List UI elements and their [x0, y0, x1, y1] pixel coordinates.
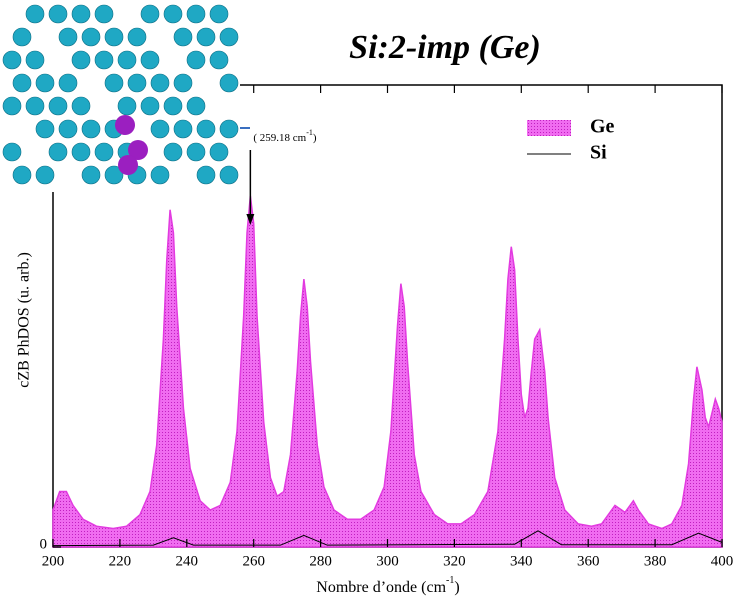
- atom: [94, 50, 114, 70]
- chart-title: Si:2-imp (Ge): [349, 29, 541, 66]
- atom: [12, 73, 32, 93]
- atom: [48, 142, 68, 162]
- atom: [196, 119, 216, 139]
- atom: [12, 27, 32, 47]
- atom: [140, 96, 160, 116]
- legend-label: Ge: [590, 116, 615, 138]
- atom: [104, 27, 124, 47]
- y-axis-label: cZB PhDOS (u. arb.): [16, 252, 33, 388]
- atom: [48, 4, 68, 24]
- atom: [2, 50, 22, 70]
- annotation-part: ( 259.18 cm: [253, 132, 306, 144]
- atom: [48, 96, 68, 116]
- atom: [35, 165, 55, 185]
- atom: [173, 27, 193, 47]
- atom: [173, 119, 193, 139]
- x-tick-label: 220: [109, 553, 132, 569]
- atom: [127, 73, 147, 93]
- x-tick-label: 360: [577, 553, 600, 569]
- x-tick-label: 320: [443, 553, 466, 569]
- impurity-atom: [115, 115, 135, 135]
- x-tick-label: 340: [510, 553, 533, 569]
- x-axis-label: Nombre d’onde (cm-1): [316, 575, 459, 595]
- atom: [94, 4, 114, 24]
- x-tick-label: 300: [376, 553, 399, 569]
- atom: [58, 119, 78, 139]
- atom: [163, 96, 183, 116]
- atom: [117, 96, 137, 116]
- atom: [58, 27, 78, 47]
- atom: [150, 119, 170, 139]
- atom: [173, 73, 193, 93]
- atom: [163, 4, 183, 24]
- atom: [127, 27, 147, 47]
- atom: [12, 165, 32, 185]
- atom: [219, 119, 239, 139]
- atom: [71, 50, 91, 70]
- atom: [117, 50, 137, 70]
- area: [52, 195, 723, 548]
- annotation-label: ( 259.18 cm-1): [253, 128, 317, 144]
- atom: [2, 142, 22, 162]
- atom: [25, 4, 45, 24]
- atom: [81, 119, 101, 139]
- atom: [2, 96, 22, 116]
- atom: [140, 50, 160, 70]
- atom: [150, 165, 170, 185]
- atom: [150, 73, 170, 93]
- impurity-atom: [118, 155, 138, 175]
- atom: [104, 165, 124, 185]
- atom: [186, 96, 206, 116]
- atom: [35, 119, 55, 139]
- atom: [25, 50, 45, 70]
- annotation-part: -1: [306, 128, 313, 137]
- atom: [219, 165, 239, 185]
- atom: [163, 142, 183, 162]
- atom: [186, 142, 206, 162]
- atom: [94, 142, 114, 162]
- x-tick-label: 380: [644, 553, 667, 569]
- x-tick-label: 400: [711, 553, 734, 569]
- atom: [104, 73, 124, 93]
- atom: [81, 165, 101, 185]
- atom: [196, 165, 216, 185]
- atom: [71, 96, 91, 116]
- y-tick-label: 0: [40, 536, 48, 552]
- atom: [219, 27, 239, 47]
- x-tick-label: 240: [176, 553, 199, 569]
- atom: [209, 50, 229, 70]
- legend-swatch: [527, 120, 571, 136]
- x-tick-label: 260: [242, 553, 265, 569]
- inset-structure: [0, 0, 240, 192]
- atom: [196, 27, 216, 47]
- atom: [219, 73, 239, 93]
- x-tick-label: 280: [309, 553, 332, 569]
- atom: [209, 4, 229, 24]
- atom: [186, 4, 206, 24]
- atom: [71, 142, 91, 162]
- impurity-atom: [128, 140, 148, 160]
- x-tick-label: 200: [42, 553, 65, 569]
- line: [52, 530, 723, 547]
- arrow-head: [246, 214, 255, 225]
- atom: [186, 50, 206, 70]
- atom: [81, 27, 101, 47]
- atom: [35, 73, 55, 93]
- atom: [71, 4, 91, 24]
- atom: [140, 4, 160, 24]
- atom: [58, 73, 78, 93]
- annotation-part: ): [313, 132, 317, 144]
- atom: [209, 142, 229, 162]
- atom: [25, 96, 45, 116]
- legend-label: Si: [590, 142, 607, 164]
